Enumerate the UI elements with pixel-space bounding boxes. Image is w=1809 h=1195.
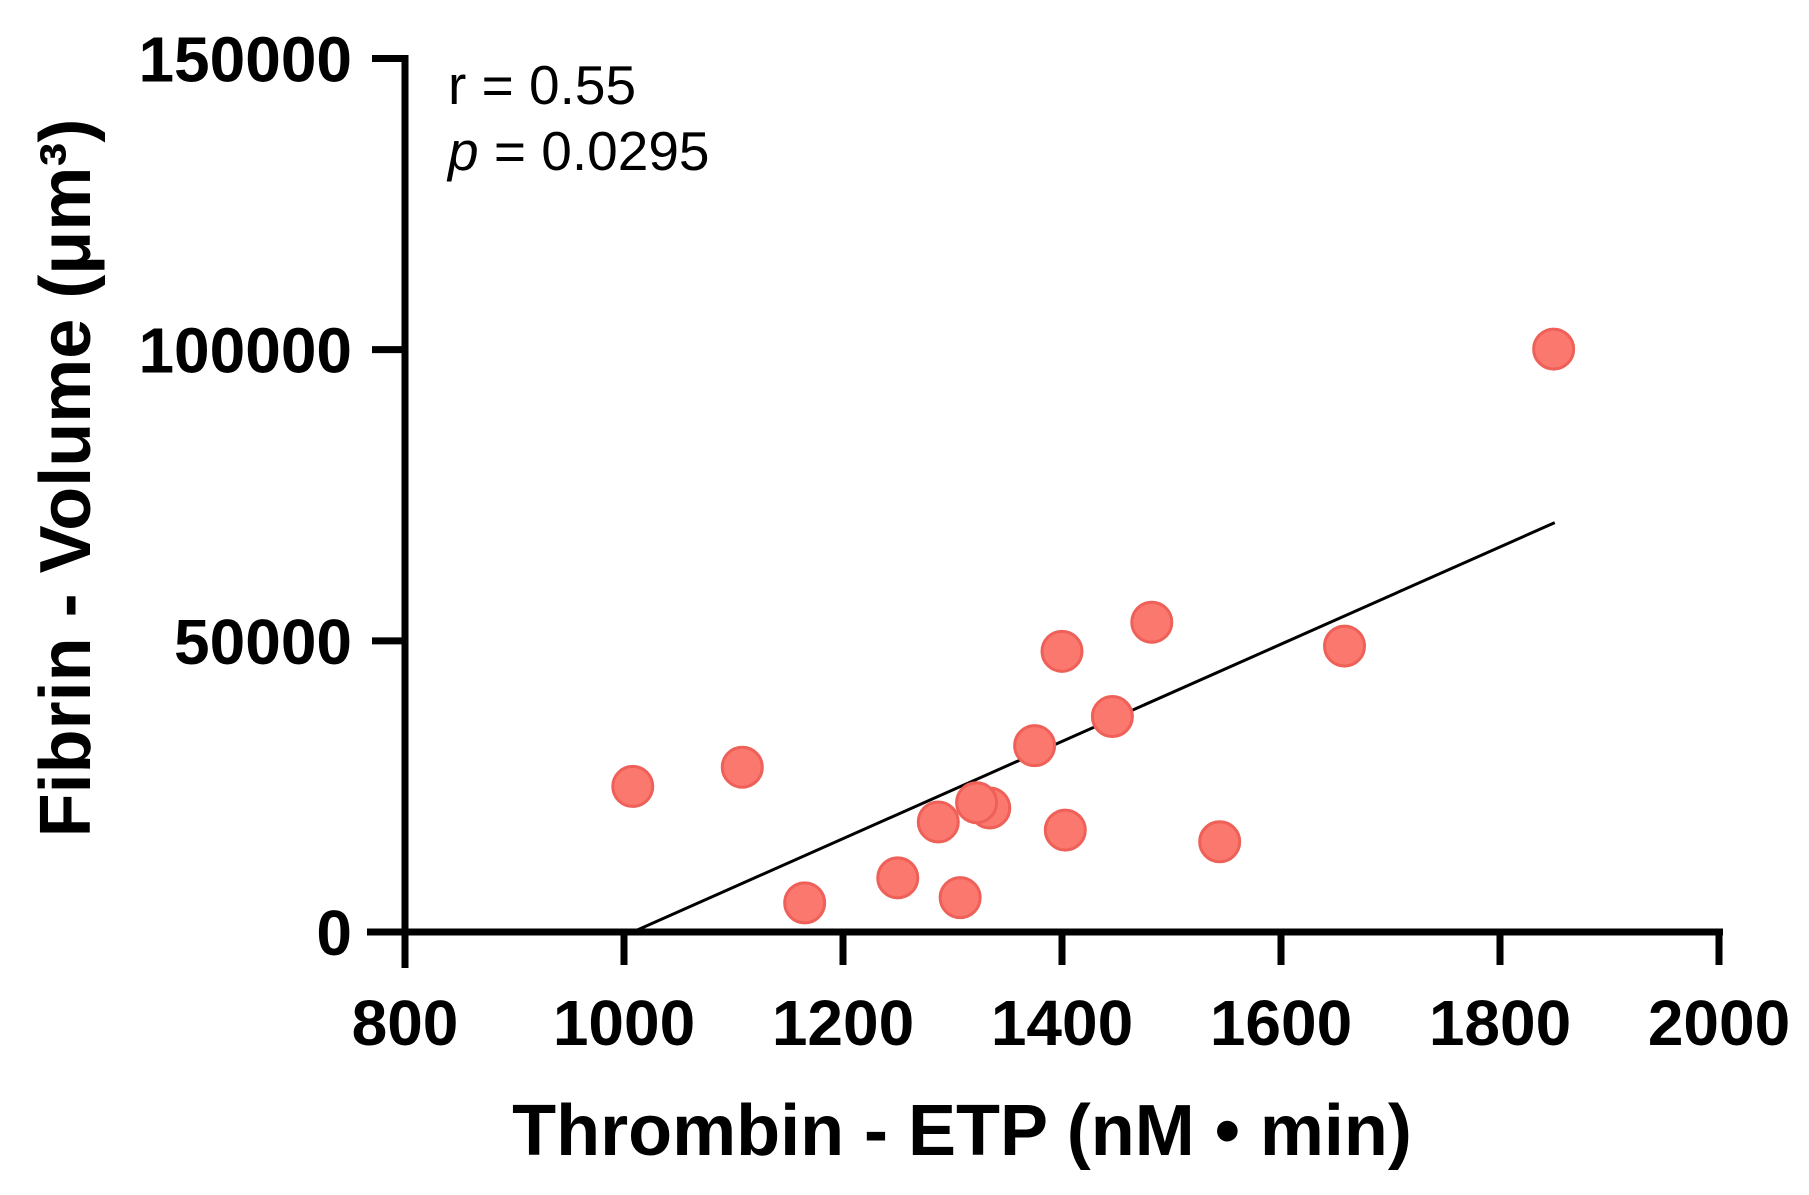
data-point <box>1090 695 1134 739</box>
y-tick-label: 0 <box>316 897 352 969</box>
data-point <box>720 745 764 789</box>
stats-annotation: r = 0.55 p = 0.0295 <box>448 52 710 184</box>
p-value-text: p = 0.0295 <box>448 120 710 182</box>
data-point <box>783 881 827 925</box>
scatter-series <box>611 327 1576 925</box>
data-point <box>955 781 999 825</box>
y-tick-label: 50000 <box>174 606 352 678</box>
x-tick-label: 1000 <box>553 987 695 1059</box>
x-ticks: 800 1000 1200 1400 1600 1800 2000 <box>352 932 1790 1059</box>
x-tick-label: 1600 <box>1210 987 1352 1059</box>
x-tick-label: 1400 <box>991 987 1133 1059</box>
correlation-r-text: r = 0.55 <box>448 54 637 116</box>
data-point <box>876 856 920 900</box>
data-point <box>611 764 655 808</box>
x-tick-label: 1800 <box>1429 987 1571 1059</box>
trend-line <box>632 521 1556 934</box>
y-ticks: 0 50000 100000 150000 <box>138 24 405 969</box>
data-point <box>1040 629 1084 673</box>
x-tick-label: 2000 <box>1648 987 1790 1059</box>
x-tick-label: 1200 <box>772 987 914 1059</box>
data-point <box>1323 624 1367 668</box>
data-point <box>916 800 960 844</box>
data-point <box>1013 724 1057 768</box>
y-tick-label: 100000 <box>138 315 352 387</box>
x-tick-label: 800 <box>352 987 459 1059</box>
y-axis-title: Fibrin - Volume (μm³) <box>26 118 106 838</box>
data-point <box>1532 327 1576 371</box>
data-point <box>1198 820 1242 864</box>
data-point <box>1043 808 1087 852</box>
data-point <box>1130 600 1174 644</box>
data-point <box>938 876 982 920</box>
y-tick-label: 150000 <box>138 24 352 96</box>
x-axis-title: Thrombin - ETP (nM • min) <box>512 1091 1412 1171</box>
